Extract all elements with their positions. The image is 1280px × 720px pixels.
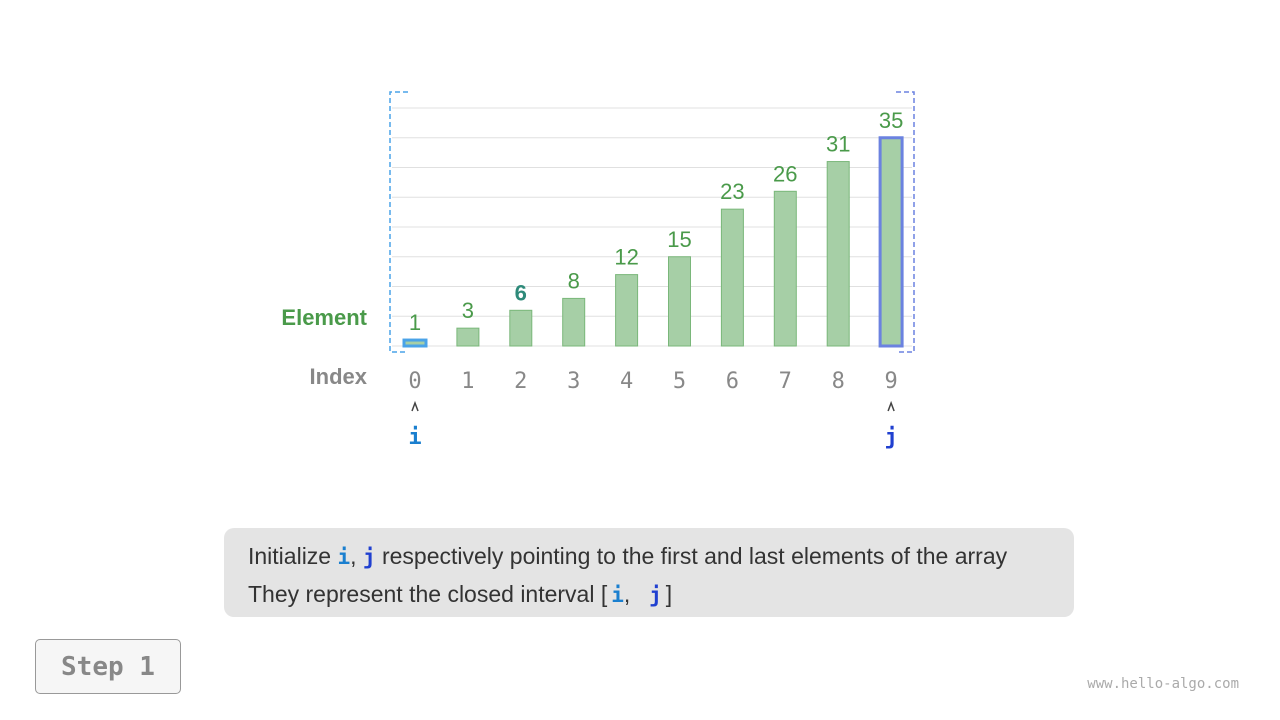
bracket-close: ] — [665, 581, 673, 607]
bracket-open: [ — [600, 581, 608, 607]
value-label: 12 — [614, 245, 638, 270]
bar — [773, 190, 797, 347]
caption-text: , — [623, 581, 644, 607]
bar — [562, 297, 586, 347]
index-label: 8 — [832, 369, 845, 394]
value-label: 26 — [773, 161, 797, 186]
index-label: 6 — [726, 369, 739, 394]
caption-box: Initialize i, j respectively pointing to… — [224, 528, 1074, 617]
value-label: 6 — [515, 280, 527, 305]
index-label: 0 — [408, 369, 421, 394]
value-label: 1 — [409, 310, 421, 335]
bar — [615, 274, 639, 347]
pointer-j: j — [649, 583, 662, 607]
value-label: 23 — [720, 179, 744, 204]
value-label: 8 — [568, 268, 580, 293]
bar — [402, 338, 428, 348]
index-label: 9 — [884, 369, 897, 394]
interval-bracket-left — [389, 91, 408, 353]
pointer-i: i — [611, 583, 624, 607]
caption-text: respectively pointing to the first and l… — [375, 543, 1008, 569]
bar — [878, 136, 904, 348]
index-label: 3 — [567, 369, 580, 394]
caption-text: , — [350, 543, 363, 569]
bar — [720, 208, 744, 347]
pointer-j: j — [362, 545, 376, 569]
step-label: Step 1 — [61, 651, 155, 682]
value-label: 15 — [667, 227, 691, 252]
pointer-arrow-icon — [411, 400, 419, 412]
watermark: www.hello-algo.com — [1087, 676, 1239, 692]
index-label: 1 — [461, 369, 474, 394]
bar — [456, 327, 480, 347]
bar — [509, 309, 533, 347]
pointer-i: i — [337, 545, 351, 569]
pointer-i: i — [408, 425, 421, 450]
index-row-label: Index — [310, 364, 368, 389]
caption-line-2: They represent the closed interval [i, j… — [248, 576, 1050, 614]
element-row-label: Element — [281, 305, 367, 330]
pointer-arrow-icon — [887, 400, 895, 412]
value-label: 3 — [462, 298, 474, 323]
index-label: 4 — [620, 369, 633, 394]
step-button[interactable]: Step 1 — [35, 639, 181, 694]
caption-text: Initialize — [248, 543, 338, 569]
value-label: 35 — [879, 108, 903, 133]
caption-line-1: Initialize i, j respectively pointing to… — [248, 538, 1050, 576]
bar — [826, 161, 850, 347]
value-label: 31 — [826, 132, 850, 157]
caption-text: They represent the closed interval — [248, 581, 601, 607]
index-label: 7 — [779, 369, 792, 394]
pointer-j: j — [884, 425, 897, 450]
index-label: 5 — [673, 369, 686, 394]
interval-bracket-right — [896, 91, 915, 353]
index-label: 2 — [514, 369, 527, 394]
bar — [668, 256, 691, 347]
